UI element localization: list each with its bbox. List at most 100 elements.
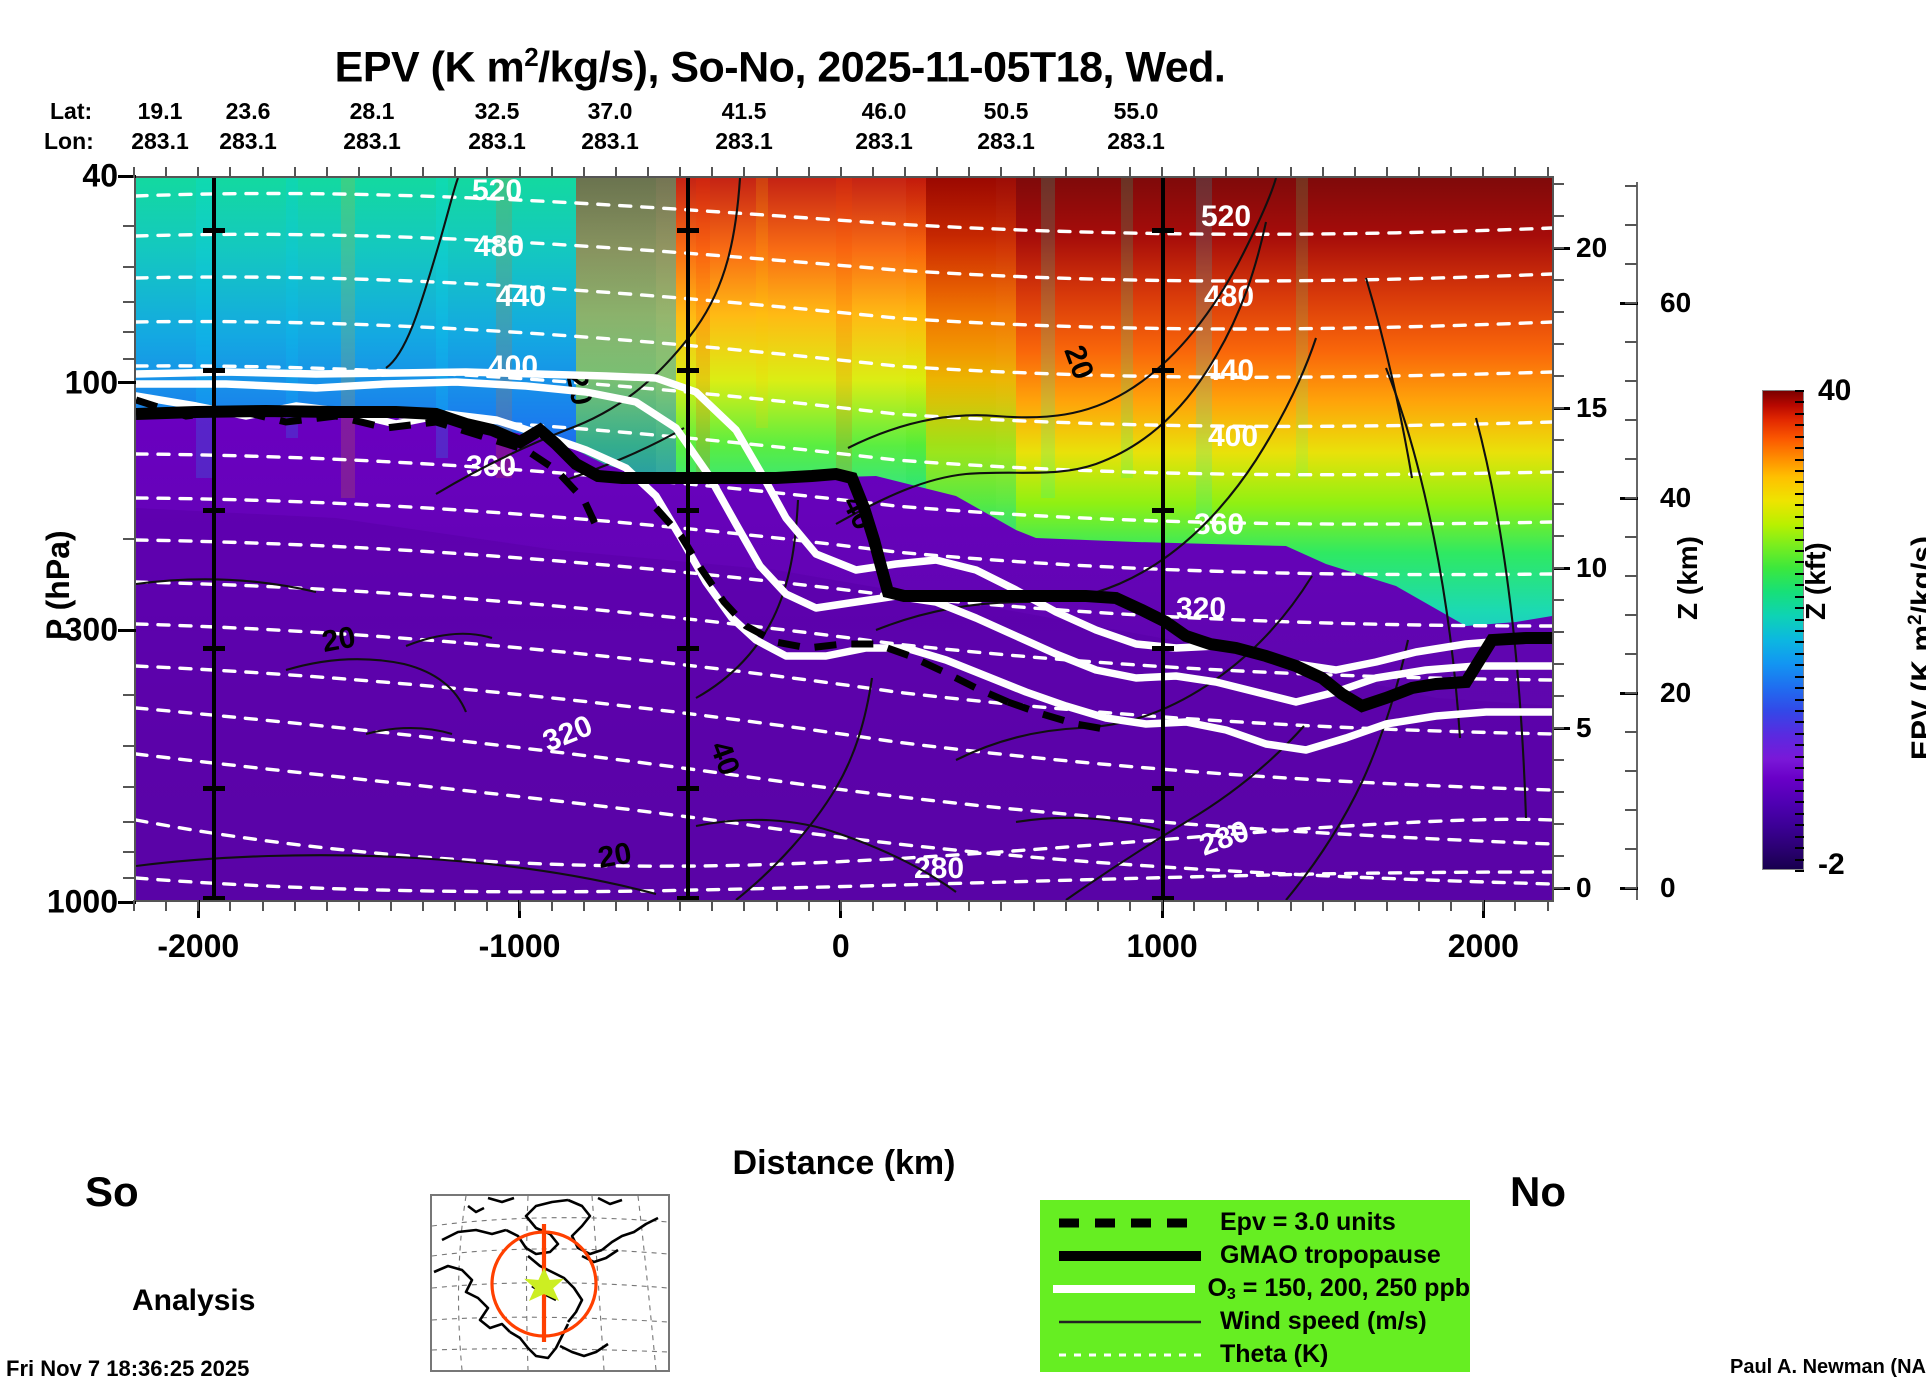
z-kft-tick-label-0: 0 [1660, 872, 1676, 903]
title-suffix: /kg/s), So-No, 2025-11-05T18, Wed. [538, 43, 1226, 92]
distance-minor-tick [1289, 900, 1292, 911]
colorbar-title-superscript: 2 [1905, 614, 1926, 625]
distance-minor-tick-top [1482, 167, 1485, 178]
colorbar-tick [1795, 790, 1804, 792]
theta-label-440b: 440 [1204, 354, 1254, 387]
latitude-header-row: Lat: 19.1 23.6 28.1 32.5 37.0 41.5 46.0 50.5 55.… [0, 98, 1926, 128]
colorbar-tick [1795, 835, 1804, 838]
colorbar-tick [1795, 801, 1804, 804]
distance-minor-tick-top [1161, 167, 1164, 178]
pressure-minor-tick-60 [123, 266, 136, 269]
inset-map-svg [431, 1195, 669, 1371]
lon-label: Lon: [44, 128, 94, 154]
lat-value-0: 19.1 [137, 98, 183, 124]
theta-label-440: 440 [496, 280, 546, 313]
analysis-mode-label: Analysis [132, 1284, 256, 1317]
distance-minor-tick [1096, 900, 1099, 911]
pressure-major-tick-1000 [118, 900, 136, 904]
colorbar-tick [1795, 538, 1804, 541]
distance-minor-tick-top [968, 167, 971, 178]
dashed-black-line-icon [1040, 1216, 1220, 1230]
z-kft-minor-tick [1625, 497, 1637, 500]
colorbar-tick [1795, 561, 1804, 564]
lat-value-4: 37.0 [587, 98, 633, 124]
z-kft-minor-tick [1625, 419, 1637, 422]
z-km-tick-label-15: 15 [1576, 392, 1608, 424]
z-km-minor-tick [1554, 663, 1564, 666]
colorbar-tick [1795, 847, 1804, 850]
pressure-minor-tick-800 [123, 850, 136, 853]
legend-item-epv[interactable]: Epv = 3.0 units [1040, 1206, 1470, 1239]
distance-minor-tick-top [1353, 167, 1356, 178]
lon-value-3: 283.1 [468, 128, 526, 154]
lon-value-8: 283.1 [1107, 128, 1165, 154]
z-kft-axis-title: Z (kft) [1800, 542, 1831, 620]
distance-minor-tick [390, 900, 392, 911]
z-km-minor-tick [1554, 791, 1564, 794]
distance-minor-tick-top [261, 167, 264, 178]
distance-minor-tick [775, 900, 778, 911]
distance-minor-tick-top [807, 167, 810, 178]
z-km-minor-tick [1554, 695, 1564, 698]
distance-minor-tick [1321, 900, 1324, 911]
z-km-minor-tick [1554, 599, 1564, 602]
z-km-tick-label-20: 20 [1576, 232, 1608, 264]
pressure-minor-tick-70 [123, 301, 136, 304]
legend-box[interactable]: Epv = 3.0 units GMAO tropopause O3 = 150… [1040, 1200, 1470, 1372]
legend-item-wind[interactable]: Wind speed (m/s) [1040, 1305, 1470, 1338]
distance-minor-tick [357, 900, 360, 911]
colorbar-tick [1795, 778, 1804, 781]
distance-minor-tick [839, 900, 842, 911]
z-kft-tick-label-20: 20 [1660, 677, 1692, 709]
legend-item-ozone[interactable]: O3 = 150, 200, 250 ppb [1040, 1272, 1470, 1305]
epv-field: 520 520 480 480 440 440 400 400 360 360 … [136, 178, 1552, 900]
pressure-minor-tick-900 [123, 877, 136, 880]
colorbar-tick [1795, 447, 1804, 450]
z-kft-tick-label-60: 60 [1660, 287, 1692, 319]
legend-item-tropopause[interactable]: GMAO tropopause [1040, 1239, 1470, 1272]
distance-tick-label--2000: -2000 [157, 928, 240, 964]
distance-minor-tick [422, 900, 425, 911]
inset-location-map[interactable] [430, 1194, 670, 1372]
north-endpoint-label: No [1510, 1168, 1566, 1215]
colorbar-tick [1795, 812, 1804, 815]
colorbar-tick [1795, 470, 1804, 472]
legend-item-theta[interactable]: Theta (K) [1040, 1338, 1470, 1371]
colorbar-max-label: 40 [1818, 374, 1852, 407]
z-km-minor-tick [1554, 183, 1564, 186]
z-kft-minor-tick [1625, 380, 1637, 383]
colorbar-tick [1795, 870, 1804, 872]
distance-minor-tick-top [1450, 167, 1453, 178]
distance-minor-tick [1418, 900, 1421, 911]
cross-section-plot[interactable]: 520 520 480 480 440 440 400 400 360 360 … [134, 176, 1554, 902]
pressure-minor-tick-200 [123, 538, 136, 540]
z-km-axis-title: Z (km) [1672, 536, 1703, 620]
colorbar-tick [1795, 858, 1804, 861]
pressure-minor-tick-600 [123, 785, 136, 788]
distance-minor-tick [743, 900, 746, 911]
distance-minor-tick [1161, 900, 1164, 911]
lat-value-3: 32.5 [474, 98, 520, 124]
distance-minor-tick-top [518, 167, 521, 178]
distance-minor-tick [582, 900, 585, 911]
distance-tick-label--1000: -1000 [478, 928, 561, 964]
distance-minor-tick [711, 900, 714, 911]
distance-minor-tick [486, 900, 489, 911]
distance-tick-label-2000: 2000 [1447, 928, 1519, 964]
pressure-minor-tick-400 [123, 694, 136, 697]
lat-value-1: 23.6 [225, 98, 271, 124]
z-km-minor-tick [1554, 759, 1564, 762]
distance-tick-label-0: 0 [831, 928, 850, 964]
legend-label-wind: Wind speed (m/s) [1220, 1307, 1427, 1335]
distance-minor-tick [647, 900, 650, 911]
colorbar-tick [1795, 527, 1804, 530]
distance-minor-tick-top [839, 167, 842, 178]
lon-value-6: 283.1 [855, 128, 913, 154]
distance-minor-tick [1514, 900, 1517, 911]
z-kft-minor-tick [1625, 692, 1637, 695]
distance-minor-tick-top [743, 167, 746, 178]
pressure-tick-label-300: 300 [64, 611, 118, 648]
z-kft-minor-tick [1625, 224, 1637, 227]
wind-label-20d: 20 [595, 837, 634, 875]
colorbar-tick [1795, 504, 1804, 507]
